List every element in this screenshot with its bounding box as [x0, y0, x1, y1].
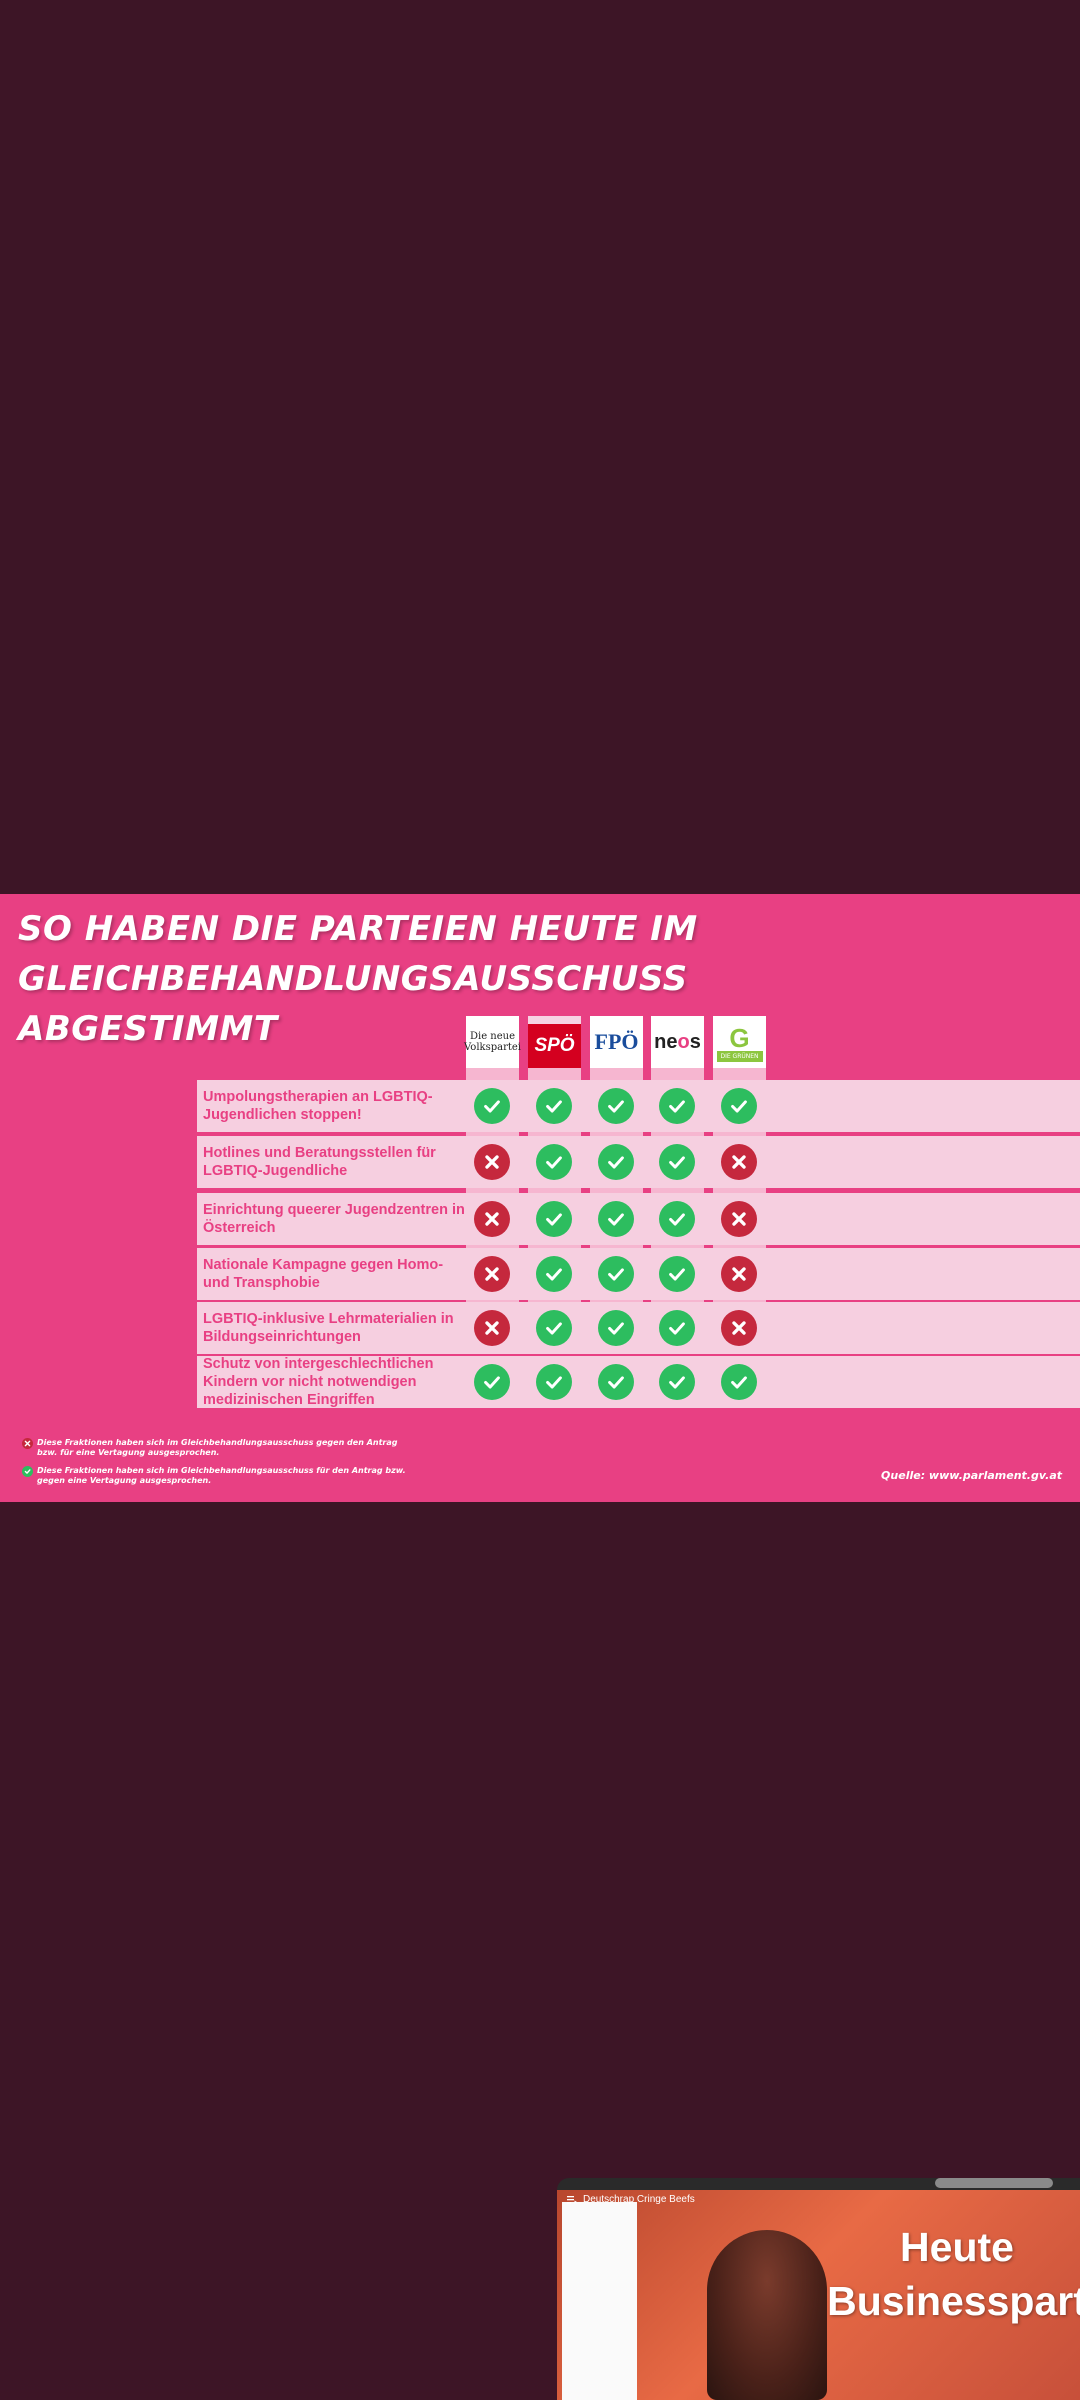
check-icon [474, 1364, 510, 1400]
table-row: LGBTIQ-inklusive Lehrmaterialien in Bild… [197, 1302, 1080, 1354]
check-icon [536, 1201, 572, 1237]
motion-label: Schutz von intergeschlechtlichen Kindern… [203, 1356, 434, 1408]
x-icon [721, 1256, 757, 1292]
check-icon [721, 1364, 757, 1400]
check-icon [659, 1088, 695, 1124]
video-overlay-line-2: Businesspart [827, 2278, 1080, 2324]
check-icon [536, 1144, 572, 1180]
legend-for: Diese Fraktionen haben sich im Gleichbeh… [22, 1466, 417, 1486]
playlist-icon [567, 2195, 577, 2203]
spoe-logo: SPÖ [528, 1016, 581, 1068]
x-icon [721, 1310, 757, 1346]
table-row: Einrichtung queerer Jugendzentren in Öst… [197, 1193, 1080, 1245]
neos-logo: neos [651, 1016, 704, 1068]
fpoe-logo: FPÖ [590, 1016, 643, 1068]
oevp-logo-line-1: Die neue [469, 1031, 516, 1042]
headline-line-3: ABGESTIMMT [18, 1009, 278, 1049]
headline-line-1: SO HABEN DIE PARTEIEN HEUTE IM [18, 909, 698, 949]
check-icon [659, 1364, 695, 1400]
check-icon [659, 1310, 695, 1346]
check-icon [22, 1466, 33, 1477]
check-icon [598, 1310, 634, 1346]
table-row: Nationale Kampagne gegen Homo- und Trans… [197, 1248, 1080, 1300]
x-icon [721, 1144, 757, 1180]
legend-for-text: Diese Fraktionen haben sich im Gleichbeh… [37, 1466, 406, 1485]
source-credit: Quelle: www.parlament.gv.at [881, 1469, 1062, 1482]
check-icon [598, 1201, 634, 1237]
check-icon [536, 1256, 572, 1292]
x-icon [474, 1310, 510, 1346]
video-person [707, 2230, 827, 2400]
check-icon [598, 1088, 634, 1124]
check-icon [598, 1364, 634, 1400]
video-frame[interactable]: Heute Businesspart [557, 2190, 1080, 2400]
fpoe-logo-text: FPÖ [594, 1029, 639, 1054]
x-icon [474, 1256, 510, 1292]
motion-label: Umpolungstherapien an LGBTIQ-Jugendliche… [203, 1089, 433, 1123]
table-row: Schutz von intergeschlechtlichen Kindern… [197, 1356, 1080, 1408]
gruene-logo-bar: DIE GRÜNEN [716, 1050, 763, 1062]
video-overlay-text: Heute Businesspart [827, 2220, 1080, 2328]
x-icon [721, 1201, 757, 1237]
table-row: Hotlines und Beratungsstellen für LGBTIQ… [197, 1136, 1080, 1188]
gruene-logo-g: G [729, 1022, 750, 1053]
pip-channel-name: Deutschrap Cringe Beefs [583, 2194, 695, 2205]
video-white-panel [562, 2202, 637, 2400]
neos-logo-text: neos [654, 1030, 701, 1053]
oevp-logo-line-2: Volkspartei [464, 1042, 521, 1053]
legend-against: Diese Fraktionen haben sich im Gleichbeh… [22, 1438, 417, 1458]
video-overlay-line-1: Heute [900, 2224, 1014, 2270]
motion-label: Hotlines und Beratungsstellen für LGBTIQ… [203, 1145, 436, 1179]
headline: SO HABEN DIE PARTEIEN HEUTE IM GLEICHBEH… [18, 904, 718, 1054]
pip-channel-title[interactable]: Deutschrap Cringe Beefs [567, 2194, 695, 2205]
check-icon [536, 1088, 572, 1124]
check-icon [659, 1256, 695, 1292]
motion-label: Einrichtung queerer Jugendzentren in Öst… [203, 1202, 465, 1236]
check-icon [474, 1088, 510, 1124]
picture-in-picture-player[interactable]: Heute Businesspart Deutschrap Cringe Bee… [557, 2178, 1080, 2400]
check-icon [659, 1201, 695, 1237]
x-icon [474, 1201, 510, 1237]
check-icon [659, 1144, 695, 1180]
legend-against-text: Diese Fraktionen haben sich im Gleichbeh… [37, 1438, 398, 1457]
motion-label: LGBTIQ-inklusive Lehrmaterialien in Bild… [203, 1311, 454, 1345]
infographic: SO HABEN DIE PARTEIEN HEUTE IM GLEICHBEH… [0, 894, 1080, 1502]
oevp-logo: Die neue Volkspartei [464, 1016, 521, 1068]
table-row: Umpolungstherapien an LGBTIQ-Jugendliche… [197, 1080, 1080, 1132]
check-icon [598, 1144, 634, 1180]
check-icon [598, 1256, 634, 1292]
check-icon [721, 1088, 757, 1124]
check-icon [536, 1310, 572, 1346]
headline-line-2: GLEICHBEHANDLUNGSAUSSCHUSS [18, 959, 688, 999]
motion-label: Nationale Kampagne gegen Homo- und Trans… [203, 1257, 444, 1291]
spoe-logo-text: SPÖ [534, 1035, 575, 1056]
pip-drag-handle[interactable] [935, 2178, 1053, 2188]
gruene-logo: G DIE GRÜNEN [713, 1016, 766, 1068]
check-icon [536, 1364, 572, 1400]
x-icon [22, 1438, 33, 1449]
x-icon [474, 1144, 510, 1180]
